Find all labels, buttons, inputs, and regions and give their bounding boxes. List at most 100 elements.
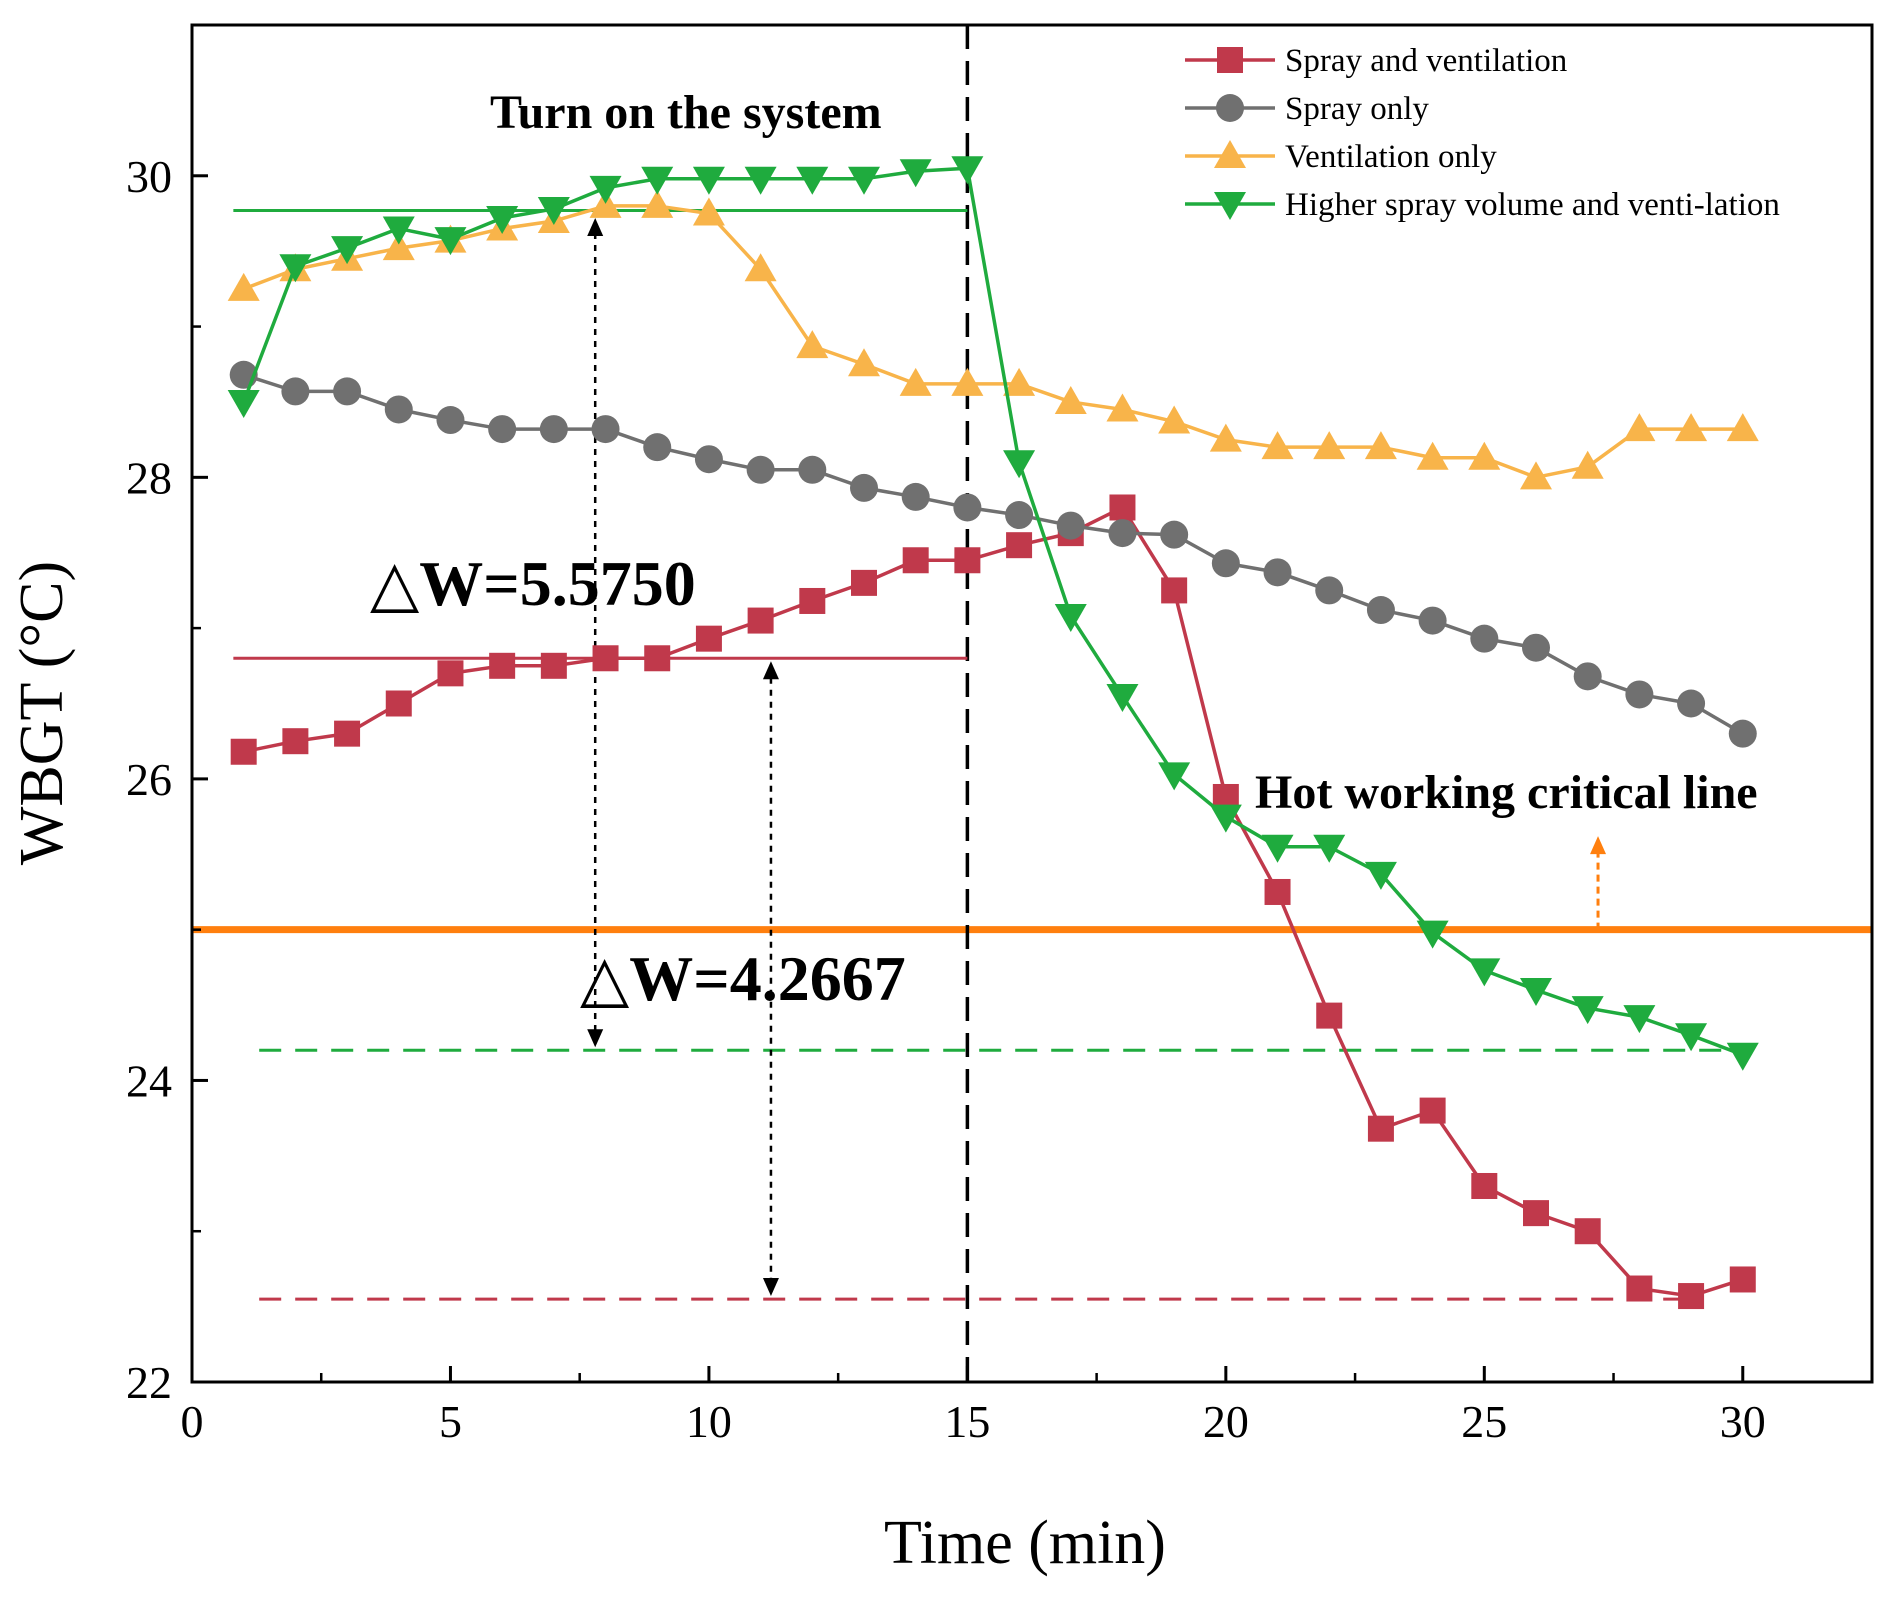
data-point-spray-and-ventilation	[1264, 878, 1291, 905]
data-point-ventilation-only	[1623, 413, 1656, 442]
data-point-ventilation-only	[1003, 367, 1036, 396]
data-point-higher-spray-volume-and-venti-lation	[279, 254, 312, 283]
data-point-spray-only	[591, 415, 620, 444]
data-point-spray-and-ventilation	[1574, 1218, 1601, 1245]
critical-arrowhead	[1590, 836, 1607, 855]
data-point-higher-spray-volume-and-venti-lation	[1313, 834, 1346, 863]
data-point-ventilation-only	[1416, 441, 1449, 470]
data-point-spray-and-ventilation	[1109, 494, 1136, 521]
data-point-spray-and-ventilation	[902, 547, 929, 574]
data-point-higher-spray-volume-and-venti-lation	[1520, 977, 1552, 1006]
data-point-spray-and-ventilation	[747, 607, 774, 634]
series-line-ventilation-only	[243, 204, 1743, 480]
data-point-ventilation-only	[951, 367, 984, 396]
legend-marker	[1216, 94, 1244, 122]
data-point-spray-only	[1573, 662, 1602, 691]
series-ventilation-only	[227, 189, 1759, 490]
data-point-higher-spray-volume-and-venti-lation	[1468, 958, 1501, 987]
delta-red-annotation: △W=5.5750	[370, 548, 696, 619]
data-point-higher-spray-volume-and-venti-lation	[1003, 450, 1036, 479]
data-point-higher-spray-volume-and-venti-lation	[1106, 683, 1139, 712]
data-point-spray-and-ventilation	[385, 690, 412, 717]
data-point-spray-only	[384, 395, 413, 424]
data-point-spray-and-ventilation	[851, 569, 877, 596]
data-point-higher-spray-volume-and-venti-lation	[1675, 1023, 1708, 1052]
data-point-ventilation-only	[1106, 393, 1139, 422]
data-point-ventilation-only	[796, 330, 829, 359]
data-point-spray-and-ventilation	[540, 652, 567, 679]
data-point-spray-and-ventilation	[1523, 1200, 1549, 1227]
data-point-spray-only	[1625, 680, 1654, 709]
x-axis-title: Time (min)	[884, 1509, 1166, 1577]
data-point-higher-spray-volume-and-venti-lation	[796, 166, 829, 195]
data-point-higher-spray-volume-and-venti-lation	[486, 205, 519, 234]
data-point-ventilation-only	[848, 348, 880, 377]
legend-label: Spray and ventilation	[1285, 43, 1567, 79]
data-point-spray-and-ventilation	[799, 587, 826, 614]
x-tick-label: 25	[1461, 1396, 1507, 1447]
series-higher-spray-volume-and-venti-lation	[227, 156, 1759, 1071]
data-point-spray-and-ventilation	[230, 738, 257, 765]
data-point-higher-spray-volume-and-venti-lation	[331, 236, 364, 265]
data-point-ventilation-only	[1675, 413, 1708, 442]
legend-marker	[1214, 192, 1246, 220]
data-point-spray-only	[746, 455, 775, 484]
data-point-ventilation-only	[1313, 431, 1346, 460]
data-point-ventilation-only	[382, 232, 415, 261]
data-point-spray-only	[1470, 624, 1499, 653]
turn-on-annotation: Turn on the system	[490, 86, 882, 139]
data-point-spray-only	[1728, 719, 1757, 748]
delta-green-arrowhead-bottom	[587, 1029, 604, 1048]
data-point-spray-only	[953, 493, 982, 522]
legend-label: Ventilation only	[1285, 139, 1497, 175]
data-point-higher-spray-volume-and-venti-lation	[848, 166, 880, 195]
data-point-ventilation-only	[1468, 441, 1501, 470]
data-point-spray-and-ventilation	[282, 728, 309, 755]
critical-line-annotation: Hot working critical line	[1255, 766, 1758, 819]
data-point-higher-spray-volume-and-venti-lation	[589, 175, 622, 204]
data-point-higher-spray-volume-and-venti-lation	[537, 196, 570, 225]
data-point-spray-only	[1522, 633, 1550, 662]
delta-green-arrowhead-top	[587, 217, 604, 236]
y-tick-label: 24	[126, 1055, 172, 1106]
data-point-spray-and-ventilation	[1316, 1002, 1343, 1029]
legend-label: Spray only	[1285, 91, 1429, 127]
legend-label: Higher spray volume and venti-lation	[1285, 187, 1780, 223]
delta-red-arrowhead-top	[762, 661, 779, 680]
data-point-spray-only	[1315, 576, 1344, 605]
data-point-spray-and-ventilation	[592, 645, 619, 672]
data-point-spray-only	[488, 415, 517, 444]
data-point-spray-and-ventilation	[954, 547, 981, 574]
data-point-spray-only	[1108, 519, 1137, 548]
legend-entry-higher-spray-volume-and-venti-lation: Higher spray volume and venti-lation	[1185, 187, 1780, 223]
data-point-spray-only	[1366, 596, 1395, 625]
data-point-spray-only	[281, 377, 310, 406]
data-point-spray-only	[1005, 501, 1034, 530]
axes-frame	[190, 23, 1874, 1384]
data-point-spray-only	[1211, 549, 1240, 578]
x-tick-label: 15	[944, 1396, 990, 1447]
data-point-ventilation-only	[1520, 461, 1552, 490]
data-point-spray-only	[850, 473, 878, 502]
data-point-ventilation-only	[1054, 385, 1087, 414]
data-point-spray-only	[901, 482, 930, 511]
data-point-higher-spray-volume-and-venti-lation	[641, 166, 674, 195]
data-point-spray-only	[1263, 558, 1292, 587]
data-point-spray-and-ventilation	[437, 660, 464, 687]
data-point-spray-only	[1160, 520, 1189, 549]
delta-red-arrowhead-bottom	[762, 1278, 779, 1297]
data-point-higher-spray-volume-and-venti-lation	[1261, 834, 1294, 863]
y-axis-title: WBGT (°C)	[8, 561, 76, 865]
x-tick-label: 0	[181, 1396, 204, 1447]
data-point-spray-and-ventilation	[334, 720, 361, 747]
data-point-higher-spray-volume-and-venti-lation	[1364, 861, 1397, 890]
data-point-higher-spray-volume-and-venti-lation	[1209, 804, 1242, 833]
data-point-spray-and-ventilation	[1419, 1097, 1446, 1124]
legend-marker	[1217, 47, 1243, 73]
data-point-spray-only	[694, 445, 723, 474]
data-point-ventilation-only	[899, 367, 932, 396]
data-point-higher-spray-volume-and-venti-lation	[692, 166, 725, 195]
data-point-spray-and-ventilation	[1626, 1275, 1653, 1302]
data-point-higher-spray-volume-and-venti-lation	[1054, 604, 1087, 633]
